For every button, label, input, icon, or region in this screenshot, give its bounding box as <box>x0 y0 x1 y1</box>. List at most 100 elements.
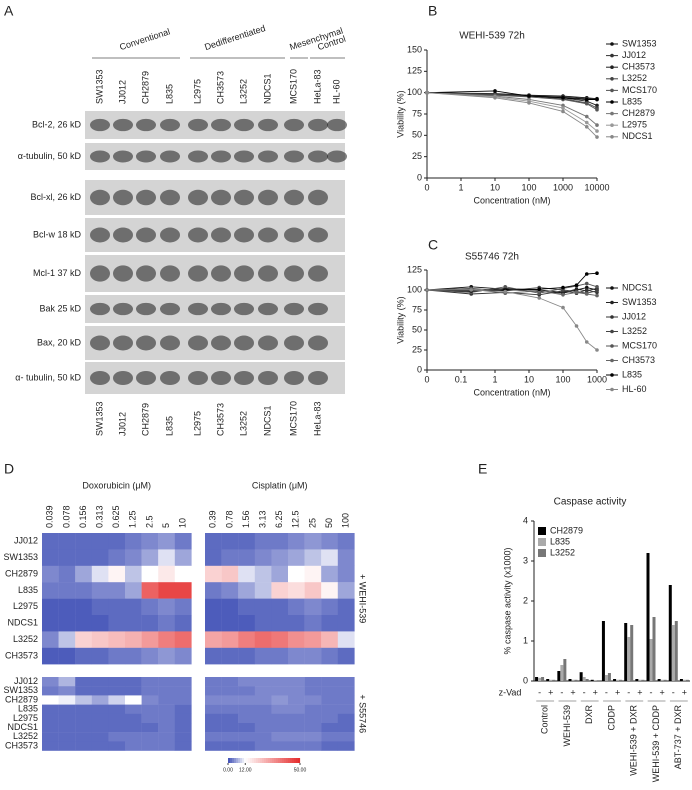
heat-cell <box>205 565 222 583</box>
row-label: L3252 <box>13 731 38 741</box>
heat-cell <box>205 723 222 733</box>
heat-cell <box>221 695 239 705</box>
lane-label: HL-60 <box>331 79 341 104</box>
legend-swatch <box>538 538 546 546</box>
heat-cell <box>205 677 222 687</box>
row-label: L835 <box>18 585 38 595</box>
heat-cell <box>141 704 159 714</box>
heat-cell <box>271 582 289 599</box>
blot-band <box>284 150 304 163</box>
heat-cell <box>288 598 305 616</box>
blot-band <box>258 335 278 351</box>
blot-band <box>136 265 156 282</box>
heat-cell <box>254 549 272 566</box>
heat-cell <box>91 704 109 714</box>
heat-cell <box>75 647 92 665</box>
x-tick-label: 1000 <box>553 182 573 192</box>
blot-band <box>113 302 133 316</box>
legend-label: CH2879 <box>550 525 583 535</box>
y-tick-label: 0 <box>417 364 422 374</box>
heat-cell <box>221 565 239 583</box>
blot-band <box>188 118 208 132</box>
series-line <box>426 92 598 126</box>
heat-cell <box>91 732 109 742</box>
colorbar-step <box>298 758 301 763</box>
blot-band <box>160 150 180 163</box>
blot-band <box>211 335 231 351</box>
heat-cell <box>205 631 222 648</box>
group-label: Dedifferentiated <box>203 23 266 52</box>
heat-cell <box>337 732 355 742</box>
blot-band <box>211 302 231 316</box>
heat-cell <box>304 732 322 742</box>
heat-cell <box>337 582 355 599</box>
blot-band <box>234 189 254 206</box>
heat-cell <box>238 677 255 687</box>
colorbar-step <box>286 758 289 763</box>
blot-band <box>211 118 231 132</box>
blot-band <box>136 370 156 386</box>
bar <box>627 637 631 681</box>
blot-band <box>90 265 110 282</box>
heat-cell <box>58 647 76 665</box>
heat-cell <box>125 741 142 751</box>
heat-cell <box>321 647 338 665</box>
heat-cell <box>141 615 159 632</box>
heat-cell <box>321 741 338 751</box>
column-label: 5 <box>161 523 171 528</box>
data-point <box>425 90 429 95</box>
heat-cell <box>125 615 142 632</box>
block-label: + S55746 <box>358 694 368 733</box>
heat-cell <box>158 615 175 632</box>
heat-cell <box>174 533 192 550</box>
heat-cell <box>254 713 272 724</box>
heat-cell <box>304 615 322 632</box>
data-point <box>425 288 429 292</box>
blot-band <box>211 265 231 282</box>
blot-band <box>90 302 110 316</box>
y-tick-label: 3 <box>523 555 528 565</box>
bar <box>624 623 628 681</box>
heat-cell <box>221 704 239 714</box>
heat-cell <box>238 631 255 648</box>
series-line <box>426 92 598 138</box>
blot-band <box>188 265 208 282</box>
data-point <box>595 103 599 108</box>
heat-cell <box>125 686 142 696</box>
blot-band <box>258 302 278 316</box>
heat-cell <box>91 615 109 632</box>
y-tick-label: 25 <box>412 344 422 354</box>
legend-marker <box>610 344 614 348</box>
heat-cell <box>174 582 192 599</box>
row-label: L835 <box>18 704 38 714</box>
bar <box>549 679 553 681</box>
heat-cell <box>337 647 355 665</box>
data-point <box>537 296 542 300</box>
data-point <box>595 123 599 127</box>
heat-cell <box>75 704 92 714</box>
heat-cell <box>158 713 175 724</box>
legend-label: L3252 <box>622 326 647 336</box>
heat-cell <box>254 647 272 665</box>
heat-cell <box>141 677 159 687</box>
heat-cell <box>108 598 126 616</box>
legend-label: L3252 <box>622 73 647 83</box>
bar <box>538 677 542 681</box>
heat-cell <box>58 615 76 632</box>
heat-cell <box>337 686 355 696</box>
blot-band <box>188 150 208 163</box>
heat-cell <box>42 615 59 632</box>
blot-band <box>90 118 110 132</box>
heat-cell <box>91 677 109 687</box>
heat-cell <box>304 713 322 724</box>
y-tick-label: 125 <box>407 66 422 76</box>
chart-title: WEHI-539 72h <box>459 31 525 42</box>
heat-cell <box>321 598 338 616</box>
heat-cell <box>304 549 322 566</box>
x-tick-label: 1000 <box>587 374 607 384</box>
heat-cell <box>58 713 76 724</box>
column-label: 100 <box>340 513 350 528</box>
heat-cell <box>174 713 192 724</box>
data-point <box>584 125 589 129</box>
